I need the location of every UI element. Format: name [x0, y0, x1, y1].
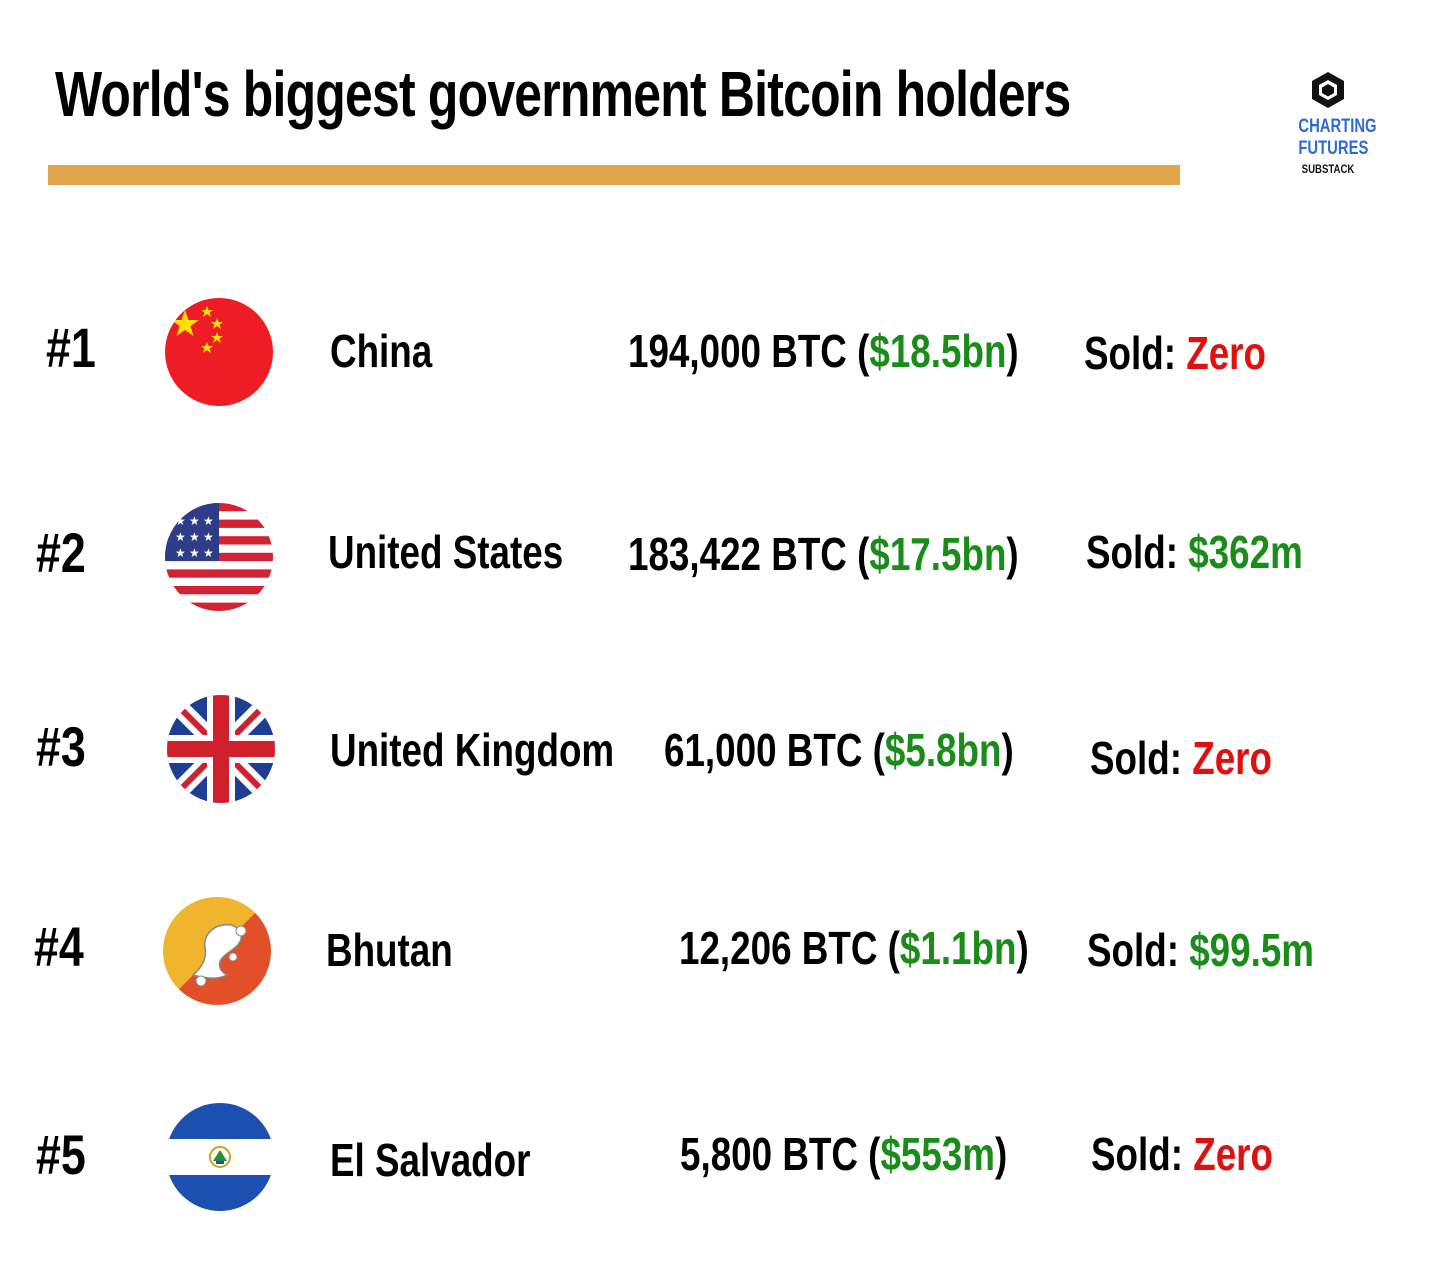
- country-name: China: [330, 325, 433, 377]
- open-paren: (: [846, 528, 870, 580]
- btc-amount: 12,206 BTC: [679, 922, 878, 974]
- holding-amount: 194,000 BTC ($18.5bn): [628, 328, 1019, 374]
- page-title: World's biggest government Bitcoin holde…: [55, 58, 1071, 130]
- rank-label: #2: [36, 521, 86, 584]
- rank-label: #5: [36, 1123, 86, 1186]
- btc-amount: 183,422 BTC: [628, 528, 847, 580]
- sold-value: Zero: [1192, 732, 1272, 784]
- country-name: El Salvador: [330, 1134, 531, 1186]
- table-row: #1 China 194,000 BTC ($18.5bn) Sold: Zer…: [0, 298, 1456, 408]
- rank-label: #1: [46, 316, 96, 379]
- sold-label: Sold:: [1090, 732, 1193, 784]
- table-row: #3 United Kingdom 61,000 BTC ($5.8bn) So…: [0, 695, 1456, 805]
- holding-amount: 5,800 BTC ($553m): [680, 1131, 1007, 1177]
- country-name: United Kingdom: [330, 724, 615, 776]
- btc-amount: 194,000 BTC: [628, 325, 847, 377]
- china-flag-icon: [165, 298, 273, 406]
- close-paren: ): [1001, 724, 1014, 776]
- svg-text:★: ★: [189, 530, 200, 544]
- uk-flag-icon: [167, 695, 275, 803]
- title-underline: [48, 165, 1180, 185]
- logo-line-3: SUBSTACK: [1301, 162, 1355, 176]
- usd-value: $1.1bn: [899, 922, 1017, 974]
- open-paren: (: [862, 724, 885, 776]
- logo-line-2: FUTURES: [1298, 138, 1369, 159]
- rank-label: #4: [34, 915, 84, 978]
- usd-value: $17.5bn: [869, 528, 1007, 580]
- svg-text:★: ★: [175, 530, 186, 544]
- el-salvador-flag-icon: [166, 1103, 274, 1211]
- svg-text:★: ★: [175, 546, 186, 560]
- svg-text:★: ★: [203, 546, 214, 560]
- logo-line-1: CHARTING: [1298, 116, 1377, 137]
- svg-text:★: ★: [189, 514, 200, 528]
- btc-amount: 5,800 BTC: [680, 1128, 858, 1180]
- usa-flag-icon: ★ ★ ★ ★ ★ ★ ★ ★ ★: [165, 503, 273, 611]
- table-row: #2 ★ ★ ★ ★ ★ ★ ★ ★ ★ United States 183,422 BTC…: [0, 503, 1456, 613]
- svg-text:★: ★: [175, 514, 186, 528]
- sold-value: Zero: [1186, 327, 1266, 379]
- sold-value: $99.5m: [1189, 924, 1315, 976]
- svg-text:★: ★: [203, 530, 214, 544]
- sold-label: Sold:: [1086, 526, 1189, 578]
- close-paren: ): [1006, 325, 1019, 377]
- sold-value: $362m: [1188, 526, 1303, 578]
- usd-value: $553m: [880, 1128, 996, 1180]
- sold-amount: Sold: Zero: [1091, 1131, 1273, 1177]
- holding-amount: 61,000 BTC ($5.8bn): [664, 727, 1014, 773]
- cube-hexagon-icon: [1312, 72, 1344, 108]
- sold-amount: Sold: Zero: [1090, 735, 1272, 781]
- open-paren: (: [877, 922, 900, 974]
- charting-futures-logo: CHARTING FUTURES SUBSTACK: [1290, 70, 1377, 178]
- open-paren: (: [846, 325, 870, 377]
- table-row: #4 Bhutan 12,206 BTC ($1.1bn) Sold: $99.…: [0, 897, 1456, 1007]
- holding-amount: 183,422 BTC ($17.5bn): [628, 531, 1019, 577]
- sold-label: Sold:: [1091, 1128, 1194, 1180]
- table-row: #5 El Salvador 5,800 BTC ($553m) Sold: Z…: [0, 1103, 1456, 1213]
- open-paren: (: [857, 1128, 881, 1180]
- rank-label: #3: [36, 715, 86, 778]
- close-paren: ): [1006, 528, 1019, 580]
- country-name: United States: [328, 526, 564, 578]
- svg-text:★: ★: [203, 514, 214, 528]
- close-paren: ): [995, 1128, 1008, 1180]
- sold-label: Sold:: [1084, 327, 1187, 379]
- sold-label: Sold:: [1087, 924, 1190, 976]
- bhutan-flag-icon: [163, 897, 271, 1005]
- sold-amount: Sold: $99.5m: [1087, 927, 1314, 973]
- btc-amount: 61,000 BTC: [664, 724, 863, 776]
- svg-text:★: ★: [189, 546, 200, 560]
- close-paren: ): [1016, 922, 1029, 974]
- sold-amount: Sold: Zero: [1084, 330, 1266, 376]
- usd-value: $5.8bn: [884, 724, 1002, 776]
- sold-amount: Sold: $362m: [1086, 529, 1303, 575]
- country-name: Bhutan: [326, 924, 453, 976]
- sold-value: Zero: [1193, 1128, 1273, 1180]
- holding-amount: 12,206 BTC ($1.1bn): [679, 925, 1029, 971]
- usd-value: $18.5bn: [869, 325, 1007, 377]
